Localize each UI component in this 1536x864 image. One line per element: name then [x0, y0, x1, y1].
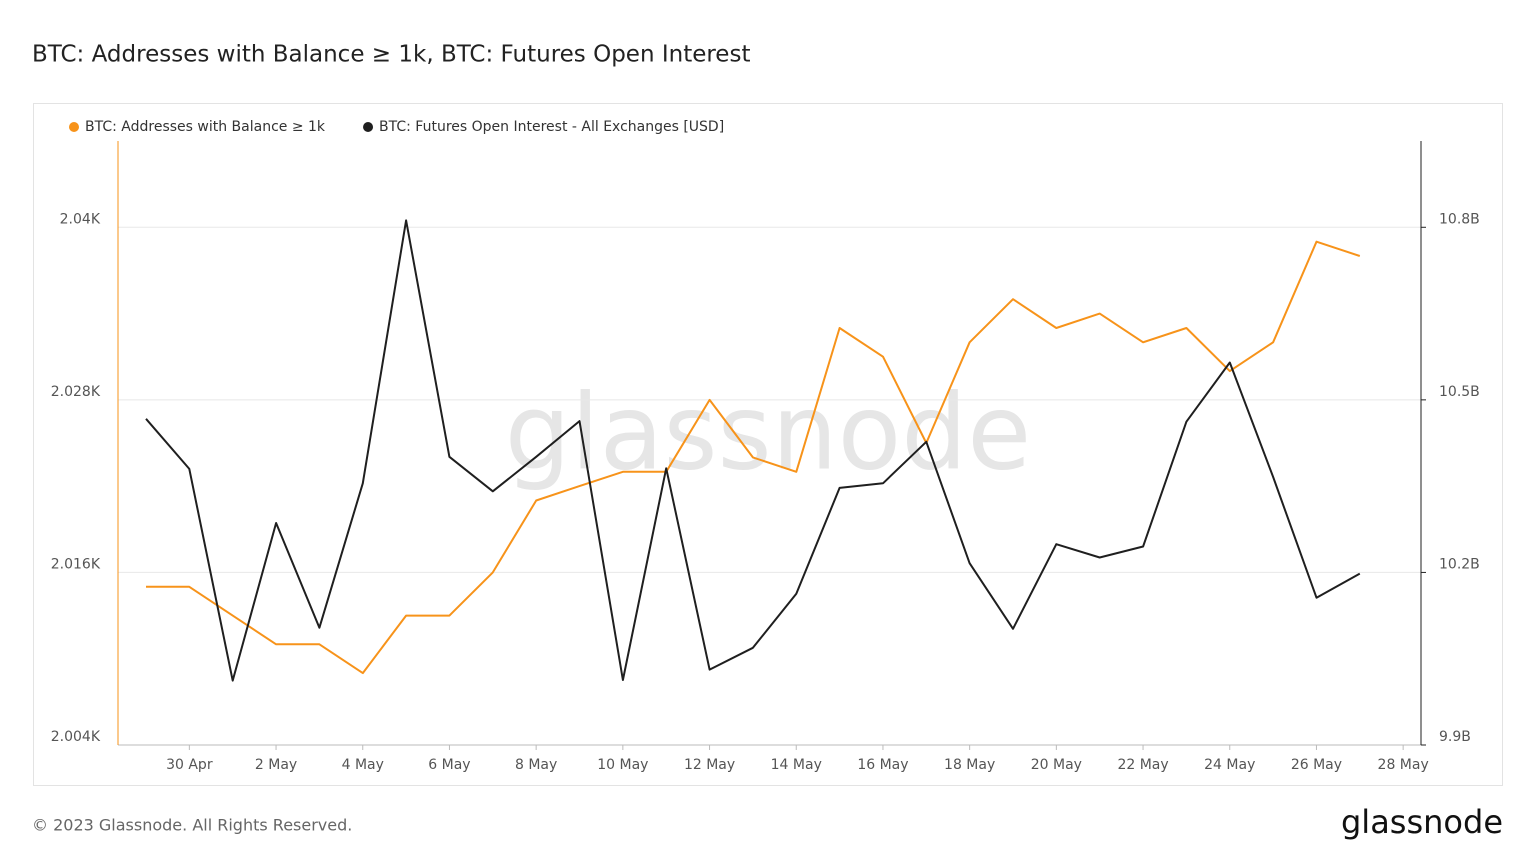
- x-tick-label: 4 May: [342, 757, 384, 773]
- x-tick-label: 12 May: [684, 757, 735, 773]
- x-tick-label: 16 May: [857, 757, 908, 773]
- x-tick-label: 24 May: [1204, 757, 1255, 773]
- logo: glassnode: [1341, 803, 1503, 841]
- x-tick-label: 18 May: [944, 757, 995, 773]
- y2-tick-label: 10.5B: [1439, 384, 1480, 400]
- legend-label: BTC: Addresses with Balance ≥ 1k: [85, 119, 326, 135]
- legend-marker: [363, 122, 374, 132]
- legend-label: BTC: Futures Open Interest - All Exchang…: [379, 119, 724, 135]
- x-tick-label: 8 May: [515, 757, 557, 773]
- chart-title: BTC: Addresses with Balance ≥ 1k, BTC: F…: [32, 42, 750, 68]
- series-line: [145, 219, 1361, 682]
- x-tick-label: 10 May: [597, 757, 648, 773]
- y-tick-label: 2.028K: [51, 384, 101, 400]
- x-tick-label: 26 May: [1291, 757, 1342, 773]
- series-line: [146, 240, 1361, 675]
- y-tick-label: 2.016K: [51, 556, 101, 572]
- x-tick-label: 22 May: [1117, 757, 1168, 773]
- y2-tick-label: 9.9B: [1439, 729, 1471, 745]
- y2-tick-label: 10.8B: [1439, 211, 1480, 227]
- x-tick-label: 30 Apr: [166, 757, 213, 773]
- x-tick-label: 14 May: [771, 757, 822, 773]
- copyright: © 2023 Glassnode. All Rights Reserved.: [32, 816, 352, 835]
- y-tick-label: 2.004K: [51, 729, 101, 745]
- watermark: glassnode: [505, 371, 1032, 493]
- y2-tick-label: 10.2B: [1439, 556, 1480, 572]
- x-tick-label: 28 May: [1378, 757, 1429, 773]
- chart-frame: [33, 103, 1503, 786]
- x-tick-label: 6 May: [428, 757, 470, 773]
- x-tick-label: 20 May: [1031, 757, 1082, 773]
- legend-marker: [69, 122, 79, 132]
- x-tick-label: 2 May: [255, 757, 297, 773]
- y-tick-label: 2.04K: [60, 211, 101, 227]
